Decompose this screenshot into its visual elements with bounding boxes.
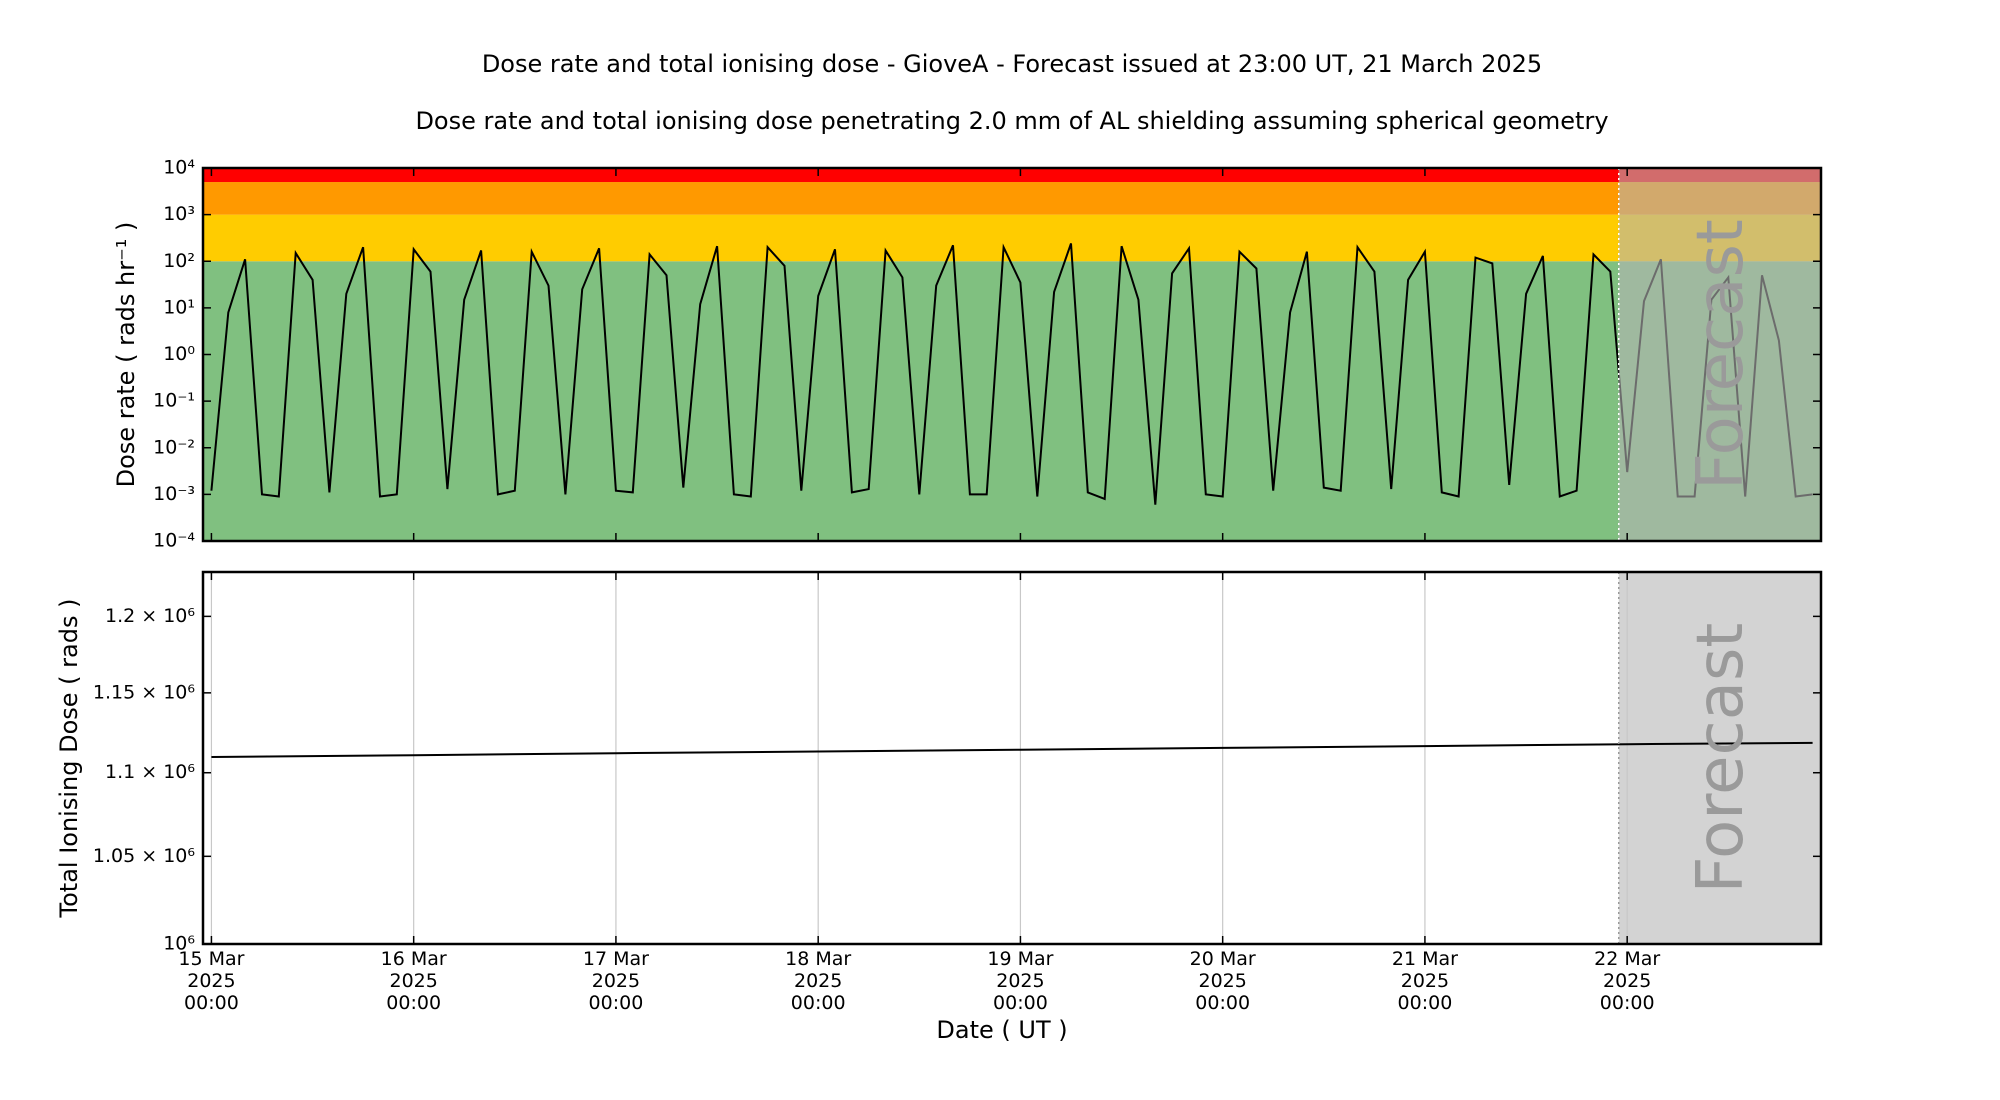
- y-tick-label: 10⁻⁴: [153, 530, 195, 552]
- x-tick-label: 18 Mar 2025 00:00: [785, 948, 852, 1014]
- forecast-region: [1618, 168, 1821, 541]
- y-axis-label: Total Ionising Dose ( rads ): [55, 599, 83, 919]
- x-tick-label: 22 Mar 2025 00:00: [1594, 948, 1661, 1014]
- band: [203, 182, 1821, 215]
- y-tick-label: 1.15 × 10⁶: [93, 681, 195, 703]
- band: [203, 214, 1821, 262]
- y-tick-label: 10⁻²: [153, 436, 195, 458]
- x-axis-label: Date ( UT ): [936, 1016, 1067, 1044]
- forecast-label: Forecast: [1684, 219, 1758, 490]
- y-tick-label: 10⁻¹: [153, 390, 195, 412]
- forecast-label: Forecast: [1684, 623, 1758, 894]
- plot-frame: [201, 570, 1823, 946]
- y-tick-label: 10⁶: [163, 933, 195, 955]
- chart-title: Dose rate and total ionising dose - Giov…: [482, 50, 1542, 78]
- y-tick-label: 10¹: [163, 296, 195, 318]
- y-tick-label: 10²: [163, 250, 195, 272]
- x-tick-label: 17 Mar 2025 00:00: [582, 948, 649, 1014]
- y-tick-label: 10⁻³: [153, 483, 195, 505]
- x-tick-label: 16 Mar 2025 00:00: [380, 948, 447, 1014]
- y-axis-label: Dose rate ( rads hr⁻¹ ): [112, 222, 140, 488]
- y-tick-label: 1.1 × 10⁶: [105, 761, 195, 783]
- y-tick-label: 1.2 × 10⁶: [105, 605, 195, 627]
- data-line: [211, 741, 1813, 758]
- y-tick-label: 1.05 × 10⁶: [93, 845, 195, 867]
- band: [203, 261, 1821, 541]
- x-tick-label: 15 Mar 2025 00:00: [178, 948, 245, 1014]
- x-tick-label: 20 Mar 2025 00:00: [1189, 948, 1256, 1014]
- band: [203, 168, 1821, 183]
- chart-subtitle: Dose rate and total ionising dose penetr…: [415, 107, 1608, 135]
- y-tick-label: 10⁴: [163, 157, 195, 179]
- y-tick-label: 10⁰: [163, 343, 195, 365]
- x-tick-label: 19 Mar 2025 00:00: [987, 948, 1054, 1014]
- x-tick-label: 21 Mar 2025 00:00: [1391, 948, 1458, 1014]
- forecast-region: [1618, 572, 1821, 944]
- y-tick-label: 10³: [163, 203, 195, 225]
- data-line: [210, 243, 1813, 505]
